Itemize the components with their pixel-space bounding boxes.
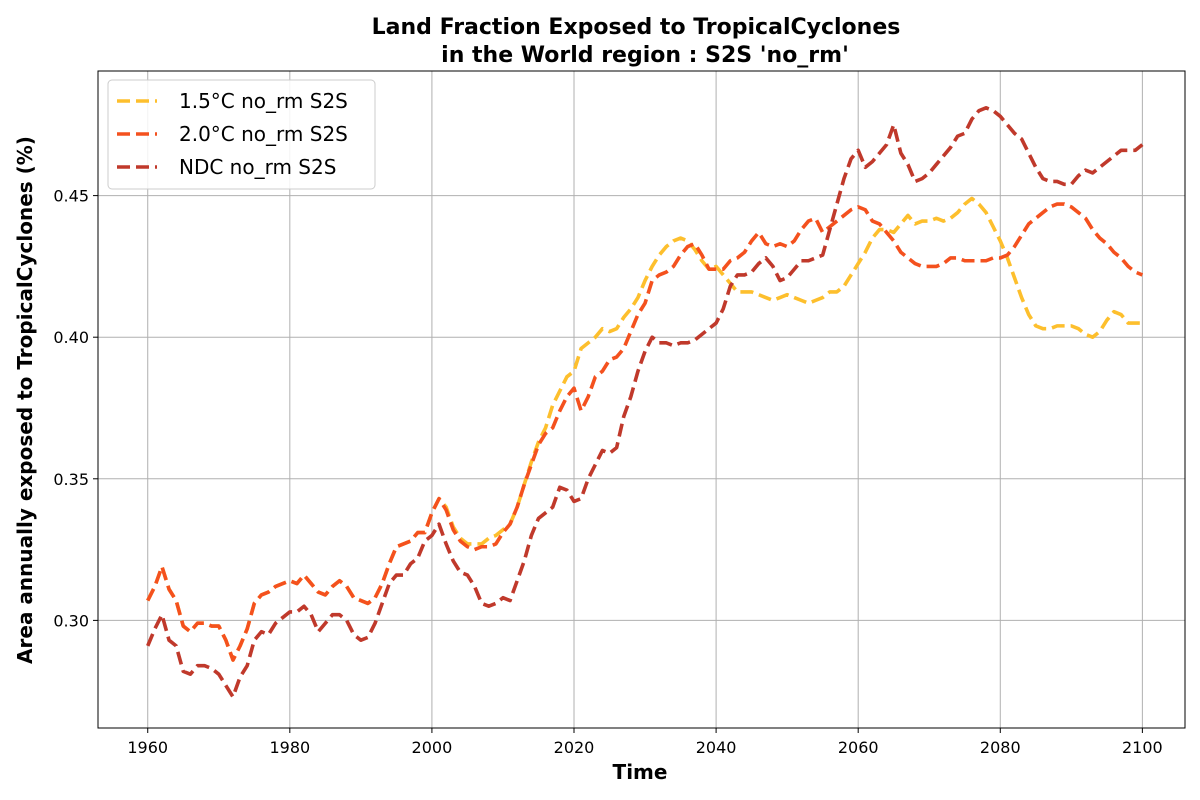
y-axis: 0.30 0.35 0.40 0.45 — [53, 187, 98, 630]
chart-title-line-1: Land Fraction Exposed to TropicalCyclone… — [372, 15, 901, 40]
series-layer — [146, 106, 1144, 699]
legend: 1.5°C no_rm S2S 2.0°C no_rm S2S NDC no_rm … — [107, 79, 376, 190]
x-tick-label: 1960 — [127, 738, 168, 757]
x-tick-label: 2000 — [412, 738, 453, 757]
series-line-3 — [146, 106, 1144, 699]
x-axis-label: Time — [613, 760, 668, 784]
x-tick-label: 2060 — [838, 738, 879, 757]
x-tick-label: 2020 — [554, 738, 595, 757]
x-axis: 1960 1980 2000 2020 2040 2060 2080 2100 — [127, 728, 1163, 757]
x-tick-label: 2080 — [980, 738, 1021, 757]
y-tick-label: 0.30 — [53, 611, 89, 630]
x-tick-label: 2040 — [696, 738, 737, 757]
y-axis-label: Area annually exposed to TropicalCyclone… — [13, 136, 37, 664]
y-tick-label: 0.45 — [53, 187, 89, 206]
series-line-2 — [146, 202, 1144, 662]
chart-title-line-2: in the World region : S2S 'no_rm' — [441, 43, 849, 68]
plot-frame — [97, 70, 1186, 729]
x-tick-label: 1980 — [269, 738, 310, 757]
y-tick-label: 0.35 — [53, 470, 89, 489]
legend-box — [107, 79, 376, 190]
legend-label: 2.0°C no_rm S2S — [179, 122, 348, 146]
x-tick-label: 2100 — [1122, 738, 1163, 757]
legend-label: 1.5°C no_rm S2S — [179, 89, 348, 113]
y-tick-label: 0.40 — [53, 328, 89, 347]
grid — [98, 71, 1185, 728]
legend-label: NDC no_rm S2S — [179, 155, 336, 179]
